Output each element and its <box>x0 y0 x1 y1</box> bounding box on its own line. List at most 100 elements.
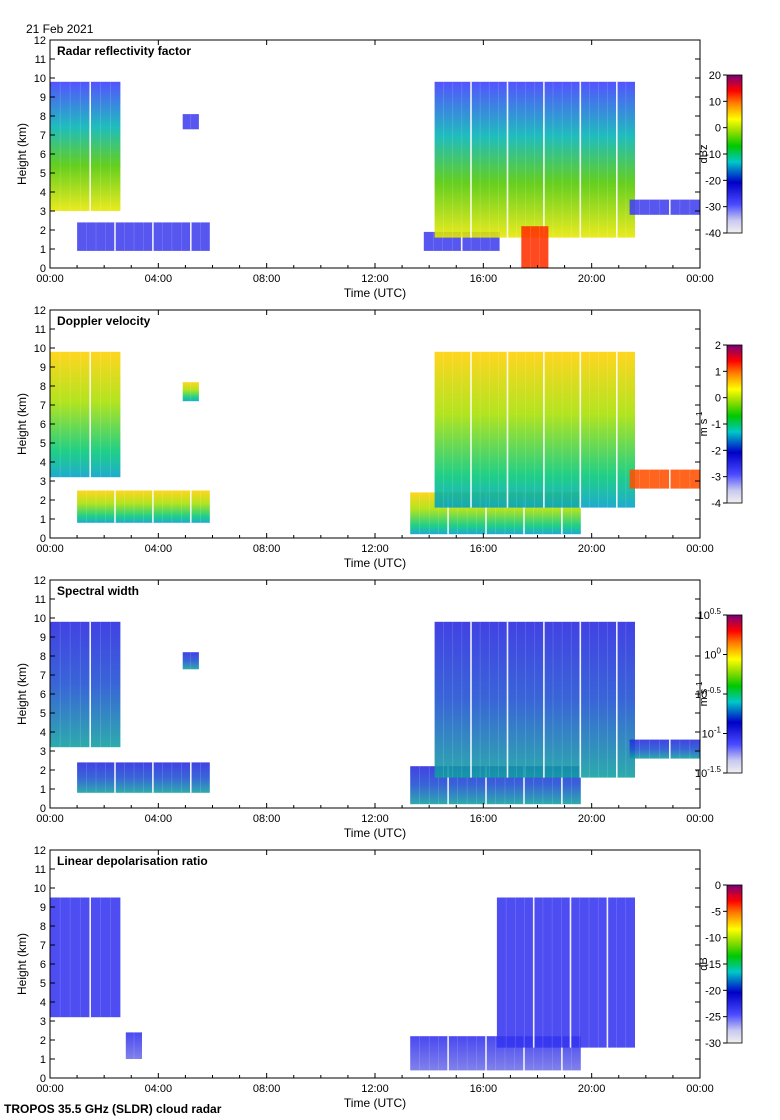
y-tick-label: 11 <box>35 594 46 606</box>
echo-region <box>50 81 121 211</box>
colorbar-tick-label: 20 <box>709 70 721 82</box>
y-tick-label: 6 <box>40 419 46 431</box>
x-tick-label: 00:00 <box>686 1083 714 1095</box>
y-tick-label: 9 <box>40 92 46 104</box>
x-tick-label: 20:00 <box>578 813 606 825</box>
colorbar-tick-label: -25 <box>705 1012 721 1024</box>
colorbar-tick-label: 1 <box>715 366 721 378</box>
colorbar-tick-label: -40 <box>705 228 721 240</box>
y-tick-label: 8 <box>40 921 46 933</box>
colorbar <box>726 614 743 774</box>
x-axis-label: Time (UTC) <box>344 556 406 570</box>
y-tick-label: 12 <box>34 845 46 857</box>
y-tick-label: 10 <box>34 613 46 625</box>
panel-title: Radar reflectivity factor <box>57 44 191 58</box>
echo-region <box>77 222 210 251</box>
y-tick-label: 7 <box>40 400 46 412</box>
x-tick-label: 00:00 <box>686 543 714 555</box>
y-tick-label: 0 <box>40 263 46 275</box>
y-tick-label: 0 <box>40 1073 46 1085</box>
y-axis-label: Height (km) <box>15 663 29 725</box>
y-tick-label: 3 <box>40 1016 46 1028</box>
panel-title: Linear depolarisation ratio <box>57 854 208 868</box>
y-tick-label: 6 <box>40 689 46 701</box>
x-tick-label: 00:00 <box>36 813 64 825</box>
y-tick-label: 3 <box>40 746 46 758</box>
x-axis-label: Time (UTC) <box>344 826 406 840</box>
y-tick-label: 11 <box>35 54 46 66</box>
x-tick-label: 00:00 <box>36 1083 64 1095</box>
x-tick-label: 04:00 <box>145 543 173 555</box>
x-tick-label: 08:00 <box>253 813 281 825</box>
colorbar-tick-label: -3 <box>711 472 721 484</box>
x-tick-label: 00:00 <box>36 543 64 555</box>
x-tick-label: 12:00 <box>361 1083 389 1095</box>
y-tick-label: 10 <box>34 73 46 85</box>
x-tick-label: 20:00 <box>578 1083 606 1095</box>
x-tick-label: 08:00 <box>253 273 281 285</box>
x-tick-label: 08:00 <box>253 1083 281 1095</box>
echo-region <box>50 351 121 478</box>
date-label: 21 Feb 2021 <box>26 22 94 36</box>
y-tick-label: 5 <box>40 978 46 990</box>
echo-region <box>629 469 700 489</box>
colorbar-tick-label: -15 <box>705 959 721 971</box>
colorbar-tick-label: 10 <box>709 96 721 108</box>
x-tick-label: 00:00 <box>36 273 64 285</box>
y-tick-label: 8 <box>40 381 46 393</box>
y-tick-label: 7 <box>40 130 46 142</box>
x-axis-label: Time (UTC) <box>344 286 406 300</box>
x-tick-label: 08:00 <box>253 543 281 555</box>
colorbar-tick-label: -10 <box>705 149 721 161</box>
y-tick-label: 2 <box>40 1035 46 1047</box>
y-tick-label: 5 <box>40 708 46 720</box>
y-tick-label: 0 <box>40 803 46 815</box>
x-tick-label: 12:00 <box>361 273 389 285</box>
y-tick-label: 12 <box>34 575 46 587</box>
echo-region <box>182 382 199 402</box>
colorbar-unit: dB <box>698 957 710 970</box>
x-tick-label: 00:00 <box>686 273 714 285</box>
y-axis-label: Height (km) <box>15 123 29 185</box>
echo-region <box>434 351 635 508</box>
y-tick-label: 1 <box>40 1054 46 1066</box>
y-tick-label: 1 <box>40 244 46 256</box>
y-tick-label: 10 <box>34 343 46 355</box>
y-tick-label: 12 <box>34 35 46 47</box>
y-tick-label: 4 <box>40 997 46 1009</box>
y-tick-label: 4 <box>40 457 46 469</box>
colorbar-tick-label: 10-1.5 <box>695 765 722 780</box>
colorbar-tick-label: -20 <box>705 985 721 997</box>
colorbar-tick-label: 0 <box>715 880 721 892</box>
colorbar-tick-label: 2 <box>715 340 721 352</box>
colorbar-tick-label: 0 <box>715 393 721 405</box>
y-tick-label: 2 <box>40 495 46 507</box>
echo-region <box>50 897 121 1018</box>
colorbar-tick-label: 10-1 <box>702 726 722 741</box>
colorbar <box>726 884 743 1044</box>
echo-region <box>125 1032 142 1059</box>
x-tick-label: 20:00 <box>578 543 606 555</box>
echo-region <box>77 490 210 523</box>
colorbar-tick-label: -10 <box>705 933 721 945</box>
colorbar-tick-label: -5 <box>711 906 721 918</box>
y-tick-label: 6 <box>40 149 46 161</box>
echo-region <box>521 226 549 268</box>
y-tick-label: 4 <box>40 727 46 739</box>
x-tick-label: 12:00 <box>361 813 389 825</box>
y-tick-label: 8 <box>40 651 46 663</box>
y-tick-label: 5 <box>40 438 46 450</box>
y-tick-label: 9 <box>40 632 46 644</box>
echo-region <box>50 621 121 748</box>
colorbar <box>726 74 743 234</box>
echo-region <box>434 81 635 238</box>
echo-region <box>629 199 700 215</box>
y-tick-label: 11 <box>35 864 46 876</box>
y-tick-label: 6 <box>40 959 46 971</box>
y-tick-label: 5 <box>40 168 46 180</box>
y-tick-label: 2 <box>40 225 46 237</box>
echo-region <box>182 114 199 130</box>
